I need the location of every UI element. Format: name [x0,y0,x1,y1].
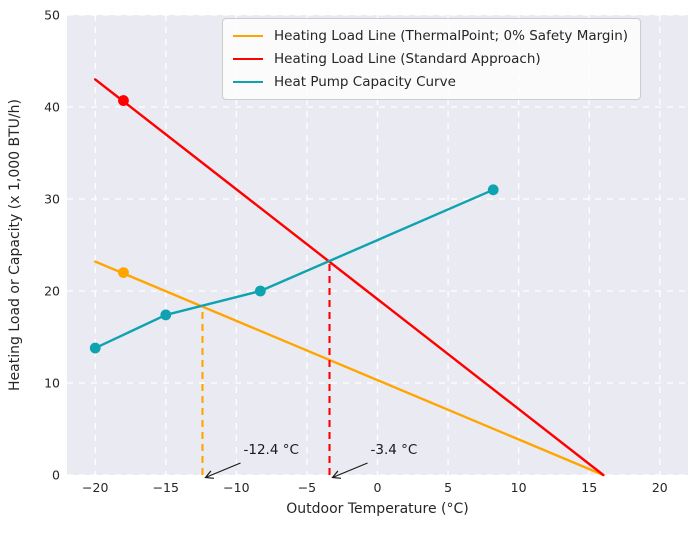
balance-annotation: -3.4 °C [370,442,418,458]
y-tick-label: 0 [52,467,60,483]
annotation-arrow [204,462,241,479]
balance-point-lines [201,262,368,479]
series-line [94,78,605,477]
legend-swatch [233,80,263,84]
x-tick-label: −20 [82,480,109,495]
y-tick-label: 50 [44,7,60,23]
legend-label: Heat Pump Capacity Curve [274,74,456,90]
x-tick-label: 20 [651,480,668,495]
x-tick-label: 0 [373,480,382,495]
annotation-arrow [331,462,368,479]
series-line [94,260,605,477]
x-axis-label: Outdoor Temperature (°C) [286,501,469,517]
legend-item: Heating Load Line (ThermalPoint; 0% Safe… [233,27,628,45]
data-point-marker [118,267,129,278]
x-tick-label: 15 [581,480,598,495]
data-series [89,78,605,477]
legend-swatch [233,57,263,61]
legend-item: Heating Load Line (Standard Approach) [233,50,628,68]
y-tick-label: 20 [44,283,60,299]
legend-label: Heating Load Line (ThermalPoint; 0% Safe… [274,28,629,44]
data-point-marker [487,184,499,196]
x-tick-label: −15 [152,480,179,495]
data-point-marker [160,309,172,321]
legend-label: Heating Load Line (Standard Approach) [274,51,541,67]
y-axis-label: Heating Load or Capacity (x 1,000 BTU/h) [7,99,23,391]
legend-swatch [233,34,263,38]
x-tick-label: −5 [297,480,317,495]
plot-canvas [67,14,688,479]
y-tick-label: 30 [44,191,60,207]
y-tick-label: 40 [44,99,60,115]
data-point-marker [89,342,101,354]
x-tick-label: 5 [444,480,453,495]
data-point-marker [118,95,129,106]
legend: Heating Load Line (ThermalPoint; 0% Safe… [222,18,642,100]
plot-area: Heating Load Line (ThermalPoint; 0% Safe… [67,14,688,479]
legend-item: Heat Pump Capacity Curve [233,73,628,91]
balance-annotation: -12.4 °C [243,442,299,458]
x-tick-label: −10 [223,480,250,495]
data-point-marker [254,285,266,297]
x-tick-label: 10 [510,480,527,495]
series-line [94,188,495,350]
y-tick-label: 10 [44,375,60,391]
